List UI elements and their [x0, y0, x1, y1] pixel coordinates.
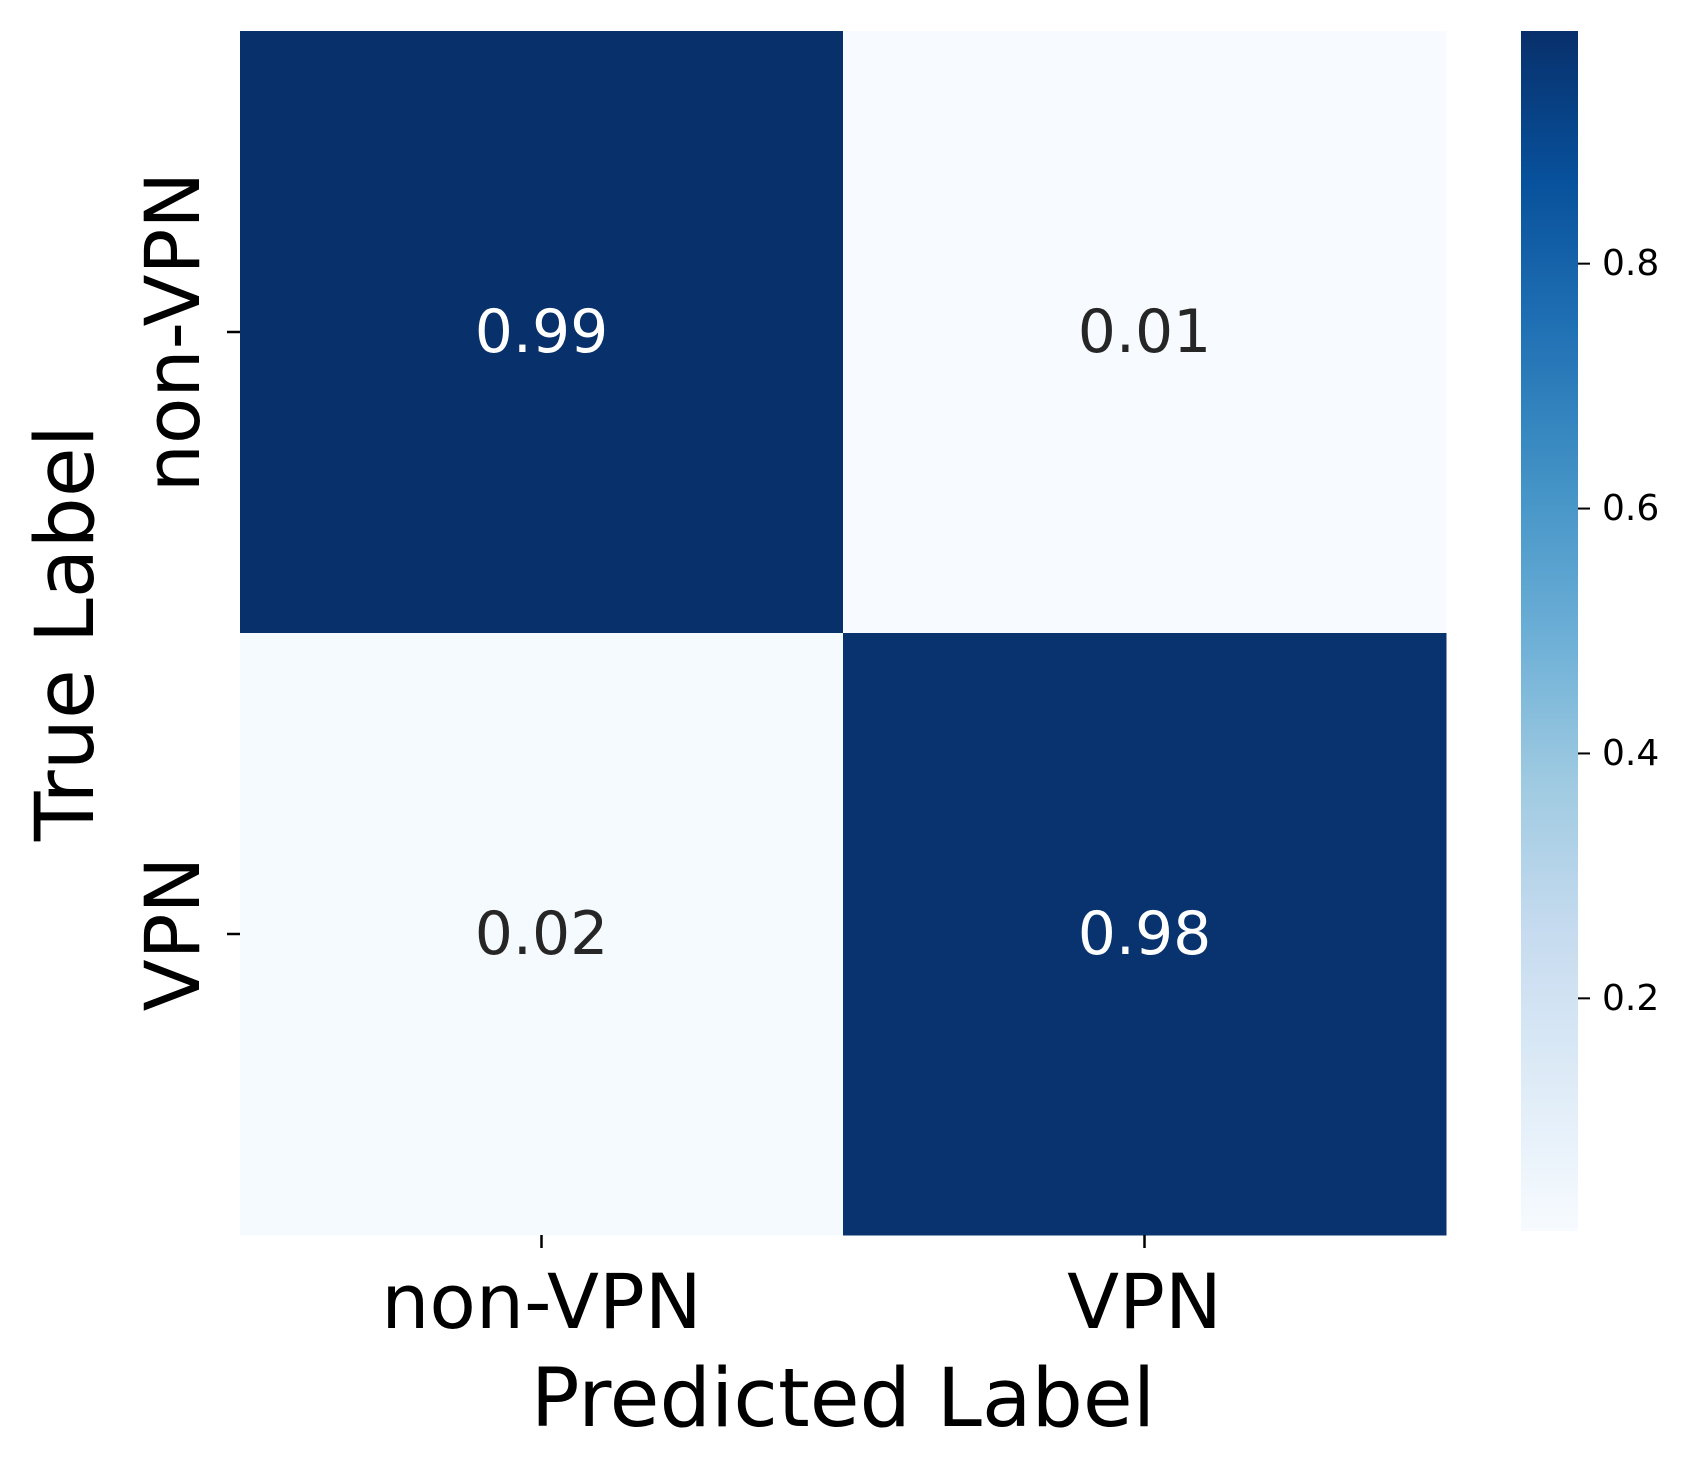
colorbar-ticks: 0.2 0.4 0.6 0.8: [1578, 243, 1659, 1019]
colorbar-tick-label: 0.6: [1602, 488, 1659, 529]
colorbar: 0.2 0.4 0.6 0.8: [1521, 31, 1659, 1231]
cell-value-label: 0.98: [1078, 899, 1212, 969]
colorbar-tick-label: 0.2: [1602, 978, 1659, 1019]
colorbar-tick-label: 0.8: [1602, 243, 1659, 284]
heatmap-cell-nonvpn-nonvpn: [240, 31, 844, 634]
y-axis-title: True Label: [19, 425, 113, 842]
cell-value-label: 0.02: [475, 899, 609, 969]
cell-value-label: 0.01: [1078, 297, 1212, 367]
heatmap-cells: [240, 31, 1447, 1236]
heatmap-cell-vpn-vpn: [843, 633, 1447, 1236]
x-tick-label: VPN: [1067, 1257, 1222, 1346]
x-tick-label: non-VPN: [381, 1257, 701, 1346]
heatmap-cell-vpn-nonvpn: [240, 633, 844, 1236]
x-axis: non-VPN VPN Predicted Label: [381, 1235, 1222, 1446]
colorbar-gradient: [1521, 31, 1578, 1231]
x-axis-title: Predicted Label: [531, 1352, 1156, 1446]
cell-value-label: 0.99: [475, 297, 609, 367]
colorbar-tick-label: 0.4: [1602, 733, 1659, 774]
y-tick-label: VPN: [128, 857, 217, 1012]
y-axis: non-VPN VPN True Label: [19, 172, 240, 1012]
heatmap-cell-nonvpn-vpn: [843, 31, 1447, 634]
heatmap-annotations: 0.99 0.01 0.02 0.98: [475, 297, 1212, 969]
y-tick-label: non-VPN: [128, 172, 217, 492]
